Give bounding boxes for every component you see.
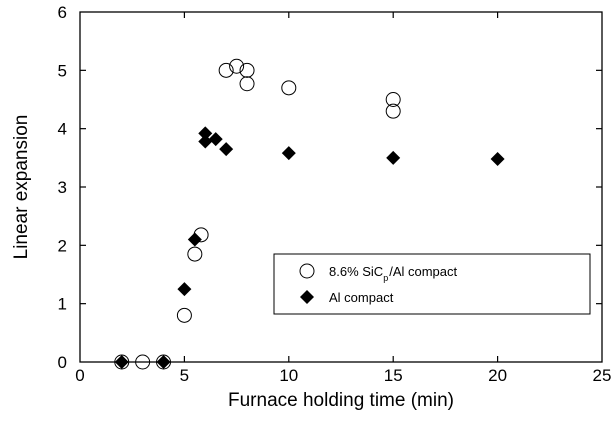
sicp-al-point — [385, 92, 401, 107]
sicp-al-point — [176, 307, 192, 323]
y-tick-label: 6 — [58, 3, 67, 22]
y-tick-label: 0 — [58, 353, 67, 372]
sicp-al-point — [229, 58, 245, 74]
y-tick-label: 1 — [58, 295, 67, 314]
legend-label-al: Al compact — [329, 290, 394, 305]
legend: 8.6% SiCp/Al compact Al compact — [273, 253, 591, 315]
y-tick-label: 4 — [58, 120, 67, 139]
axis-ticks: 0 5 10 15 20 25 0 1 2 3 4 5 6 — [58, 3, 612, 385]
al-point — [219, 142, 234, 157]
al-point — [281, 146, 296, 161]
x-tick-label: 15 — [384, 366, 403, 385]
al-point — [208, 132, 223, 147]
sicp-al-point — [281, 80, 297, 96]
y-tick-label: 3 — [58, 178, 67, 197]
legend-marker-circle — [299, 263, 315, 279]
al-point — [187, 232, 202, 247]
sicp-al-point — [385, 103, 401, 119]
al-point — [490, 152, 505, 166]
al-point — [198, 126, 213, 141]
al-point — [198, 134, 213, 149]
sicp-al-point — [135, 354, 151, 370]
sicp-al-point — [239, 76, 255, 92]
x-tick-label: 0 — [75, 366, 84, 385]
al-point — [156, 355, 171, 369]
x-tick-label: 5 — [180, 366, 189, 385]
y-axis-title: Linear expansion — [11, 115, 32, 260]
y-tick-label: 5 — [58, 61, 67, 80]
al-point — [386, 150, 401, 165]
sicp-al-point — [218, 62, 234, 78]
x-tick-label: 20 — [488, 366, 507, 385]
x-axis-title: Furnace holding time (min) — [228, 390, 454, 411]
legend-marker-diamond — [300, 290, 314, 304]
y-tick-label: 2 — [58, 236, 67, 255]
sicp-al-point — [187, 246, 203, 262]
sicp-al-point — [239, 62, 255, 78]
data-marks — [114, 58, 505, 370]
legend-label-sicp: 8.6% SiCp/Al compact — [329, 264, 458, 283]
al-point — [114, 355, 129, 369]
al-point — [177, 282, 192, 297]
legend-box — [273, 253, 591, 315]
x-tick-label: 10 — [279, 366, 298, 385]
x-tick-label: 25 — [593, 366, 612, 385]
